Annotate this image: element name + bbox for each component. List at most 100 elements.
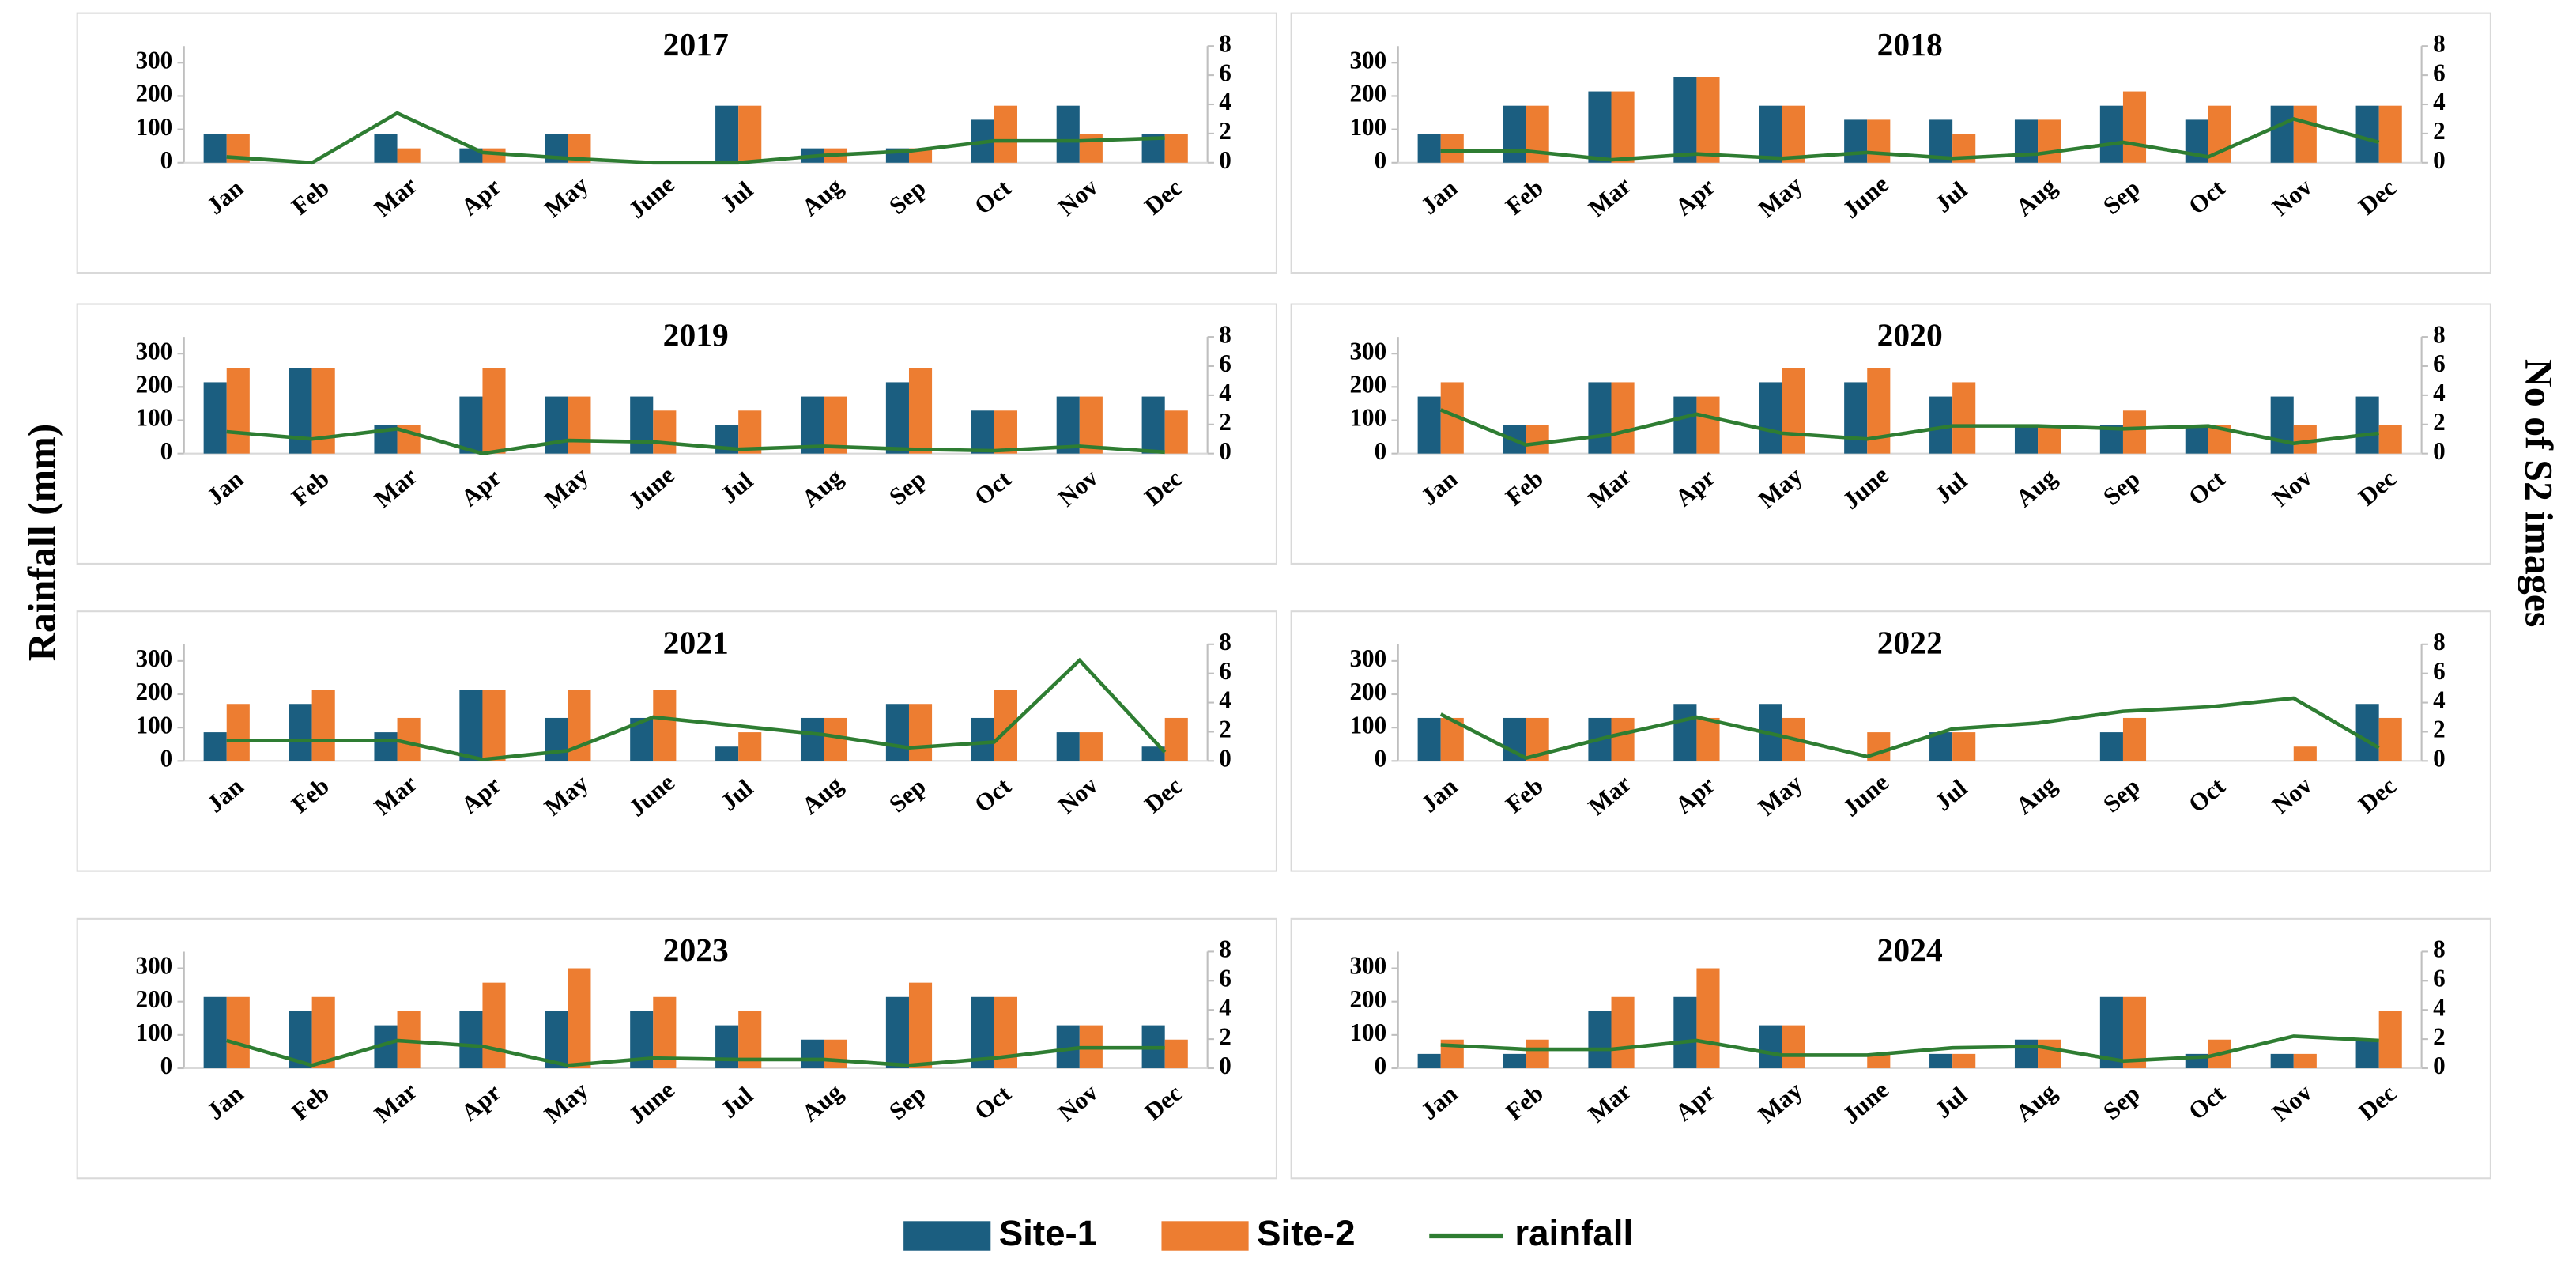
bar [1164, 410, 1188, 454]
bar [1673, 996, 1697, 1069]
legend-swatch [903, 1221, 991, 1251]
bar [1611, 996, 1635, 1069]
y2-tick-label: 6 [2433, 964, 2446, 992]
y2-tick-label: 6 [2433, 349, 2446, 377]
bar [1588, 1011, 1612, 1069]
y2-tick-label: 4 [1219, 88, 1231, 115]
y-tick-label: 300 [136, 644, 173, 672]
bar [2038, 425, 2061, 454]
bar [1141, 746, 1165, 761]
y-tick-label: 100 [136, 404, 173, 432]
y-tick-label: 200 [136, 80, 173, 108]
y-tick-label: 100 [1349, 711, 1386, 739]
bar [1526, 425, 1549, 454]
bar [2014, 425, 2039, 454]
panel-title: 2023 [663, 931, 729, 968]
bar [1611, 717, 1635, 761]
bar [482, 690, 506, 761]
bar [2355, 704, 2379, 761]
y-tick-label: 100 [136, 113, 173, 141]
bar [2270, 105, 2294, 163]
bar [1056, 396, 1080, 454]
y-tick-label: 0 [160, 1052, 173, 1079]
bar [1079, 134, 1103, 163]
bar [2270, 396, 2294, 454]
y-tick-label: 200 [1349, 371, 1386, 399]
y-tick-label: 200 [136, 371, 173, 399]
y-tick-label: 100 [136, 1018, 173, 1046]
y2-tick-label: 6 [1219, 964, 1231, 992]
bar [1056, 732, 1080, 761]
y-tick-label: 100 [136, 711, 173, 739]
bar [459, 1011, 483, 1069]
y2-tick-label: 8 [1219, 320, 1231, 348]
bar [908, 982, 933, 1069]
bar [459, 690, 483, 761]
bar [908, 368, 933, 454]
bar [311, 690, 335, 761]
bar [374, 732, 398, 761]
bar [1503, 1053, 1526, 1069]
bar [738, 732, 762, 761]
bar [2355, 1039, 2379, 1069]
y-tick-label: 300 [1349, 337, 1386, 365]
y-axis-label: Rainfall (mm) [21, 424, 64, 662]
bar [374, 134, 398, 163]
bar [1782, 368, 1805, 454]
bar [1079, 732, 1103, 761]
y-tick-label: 200 [136, 678, 173, 705]
bar [2270, 1053, 2294, 1069]
bar [1673, 396, 1697, 454]
bar [1673, 704, 1697, 761]
bar [2122, 91, 2147, 163]
bar [459, 396, 483, 454]
bar [800, 717, 824, 761]
bar [1952, 732, 1976, 761]
y-tick-label: 0 [1375, 1052, 1387, 1079]
bar [1588, 91, 1612, 163]
bar [885, 382, 909, 454]
y2-tick-label: 8 [2433, 935, 2446, 963]
bar [1782, 105, 1805, 163]
bar [545, 1011, 568, 1069]
bar [1929, 732, 1953, 761]
bar [1503, 105, 1526, 163]
panel-title: 2020 [1877, 317, 1943, 353]
bar [568, 396, 591, 454]
y2-tick-label: 2 [1219, 716, 1231, 743]
bar [1696, 717, 1720, 761]
bar [2122, 410, 2147, 454]
bar [1526, 1039, 1549, 1069]
bar [1588, 382, 1612, 454]
y-tick-label: 0 [1375, 437, 1387, 465]
bar [2122, 717, 2147, 761]
bar [2038, 1039, 2061, 1069]
bar [1696, 396, 1720, 454]
bar [971, 410, 994, 454]
bar [1164, 717, 1188, 761]
bar [203, 382, 227, 454]
legend-label: rainfall [1514, 1213, 1633, 1253]
bar [1929, 1053, 1953, 1069]
rainfall-line [1440, 1034, 2379, 1064]
bar [1611, 382, 1635, 454]
bar [311, 368, 335, 454]
y2-axis-label: No of S2 images [2518, 359, 2561, 627]
y2-tick-label: 6 [1219, 349, 1231, 377]
y-tick-label: 0 [1375, 146, 1387, 174]
y-tick-label: 0 [1375, 745, 1387, 773]
bar [800, 396, 824, 454]
y-tick-label: 100 [1349, 404, 1386, 432]
y2-tick-label: 6 [2433, 59, 2446, 86]
y2-tick-label: 0 [2433, 146, 2446, 174]
bar [715, 105, 739, 163]
bar [2293, 425, 2317, 454]
bar [1611, 91, 1635, 163]
bar [2122, 996, 2147, 1069]
bar [2378, 425, 2402, 454]
panel-title: 2024 [1877, 931, 1943, 968]
y-tick-label: 100 [1349, 1018, 1386, 1046]
